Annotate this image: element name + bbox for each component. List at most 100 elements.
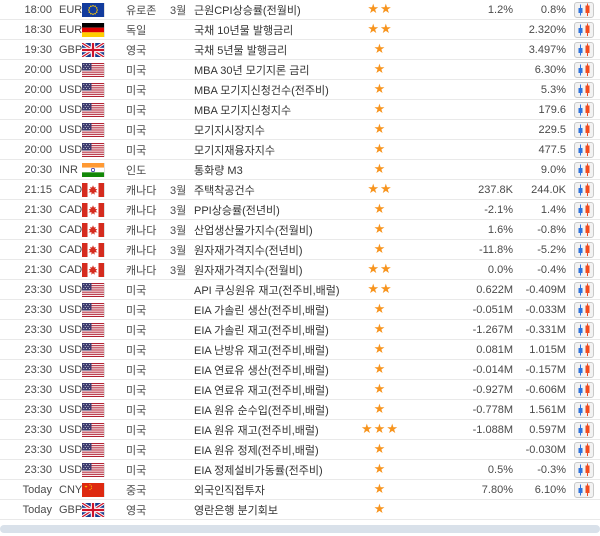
event-name[interactable]: EIA 가솔린 재고(전주비,배럴) (194, 324, 329, 337)
event-name[interactable]: EIA 정제설비가동률(전주비) (194, 464, 323, 477)
event-name[interactable]: 근원CPI상승률(전월비) (194, 4, 301, 17)
candlestick-chart-button[interactable] (574, 201, 594, 218)
currency-code: USD (59, 283, 82, 296)
value-right: 1.4% (540, 203, 566, 216)
candlestick-chart-button[interactable] (574, 281, 594, 298)
event-name[interactable]: 원자재가격지수(전월비) (194, 264, 303, 277)
flag-cell (82, 142, 124, 157)
ca-flag-icon (82, 202, 104, 217)
chart-cell (568, 121, 600, 138)
candlestick-chart-button[interactable] (574, 241, 594, 258)
country-name: 미국 (126, 464, 147, 477)
candlestick-chart-button[interactable] (574, 421, 594, 438)
candlestick-chart-button[interactable] (574, 401, 594, 418)
event-name[interactable]: MBA 30년 모기지론 금리 (194, 64, 310, 77)
candlestick-chart-button[interactable] (574, 81, 594, 98)
candlestick-chart-button[interactable] (574, 61, 594, 78)
event-name[interactable]: 영란은행 분기회보 (194, 504, 279, 517)
event-name[interactable]: 주택착공건수 (194, 184, 255, 197)
candlestick-chart-button[interactable] (574, 221, 594, 238)
ca-flag-icon (82, 242, 104, 257)
event-time: 20:00 (24, 103, 52, 116)
candlestick-chart-button[interactable] (574, 1, 594, 18)
event-name[interactable]: 모기지재융자지수 (194, 144, 275, 157)
value-right: -5.2% (537, 243, 566, 256)
event-name[interactable]: 외국인직접투자 (194, 484, 265, 497)
event-name[interactable]: 원자재가격지수(전년비) (194, 244, 303, 257)
value-right: 0.8% (540, 3, 566, 16)
chart-cell (568, 1, 600, 18)
chart-cell (568, 261, 600, 278)
event-name[interactable]: EIA 난방유 재고(전주비,배럴) (194, 344, 329, 357)
flag-cell (82, 502, 124, 517)
candlestick-chart-button[interactable] (574, 441, 594, 458)
chart-cell (568, 61, 600, 78)
horizontal-scrollbar-track[interactable] (0, 525, 600, 533)
candlestick-chart-button[interactable] (574, 181, 594, 198)
table-row: 23:30 USD 미국 EIA 연료유 생산(전주비,배럴) ★ -0.014M -0.1… (0, 360, 600, 380)
ca-flag-icon (82, 262, 104, 277)
candlestick-chart-button[interactable] (574, 161, 594, 178)
event-name[interactable]: 산업생산물가지수(전월비) (194, 224, 313, 237)
event-name[interactable]: API 쿠싱원유 재고(전주비,배럴) (194, 284, 340, 297)
event-time: 23:30 (24, 363, 52, 376)
currency-code: GBP (59, 503, 82, 516)
table-row: 20:00 USD 미국 모기지재융자지수 ★ 477.5 (0, 140, 600, 160)
cn-flag-icon (82, 482, 104, 497)
candlestick-chart-button[interactable] (574, 301, 594, 318)
chart-cell (568, 401, 600, 418)
currency-code: USD (59, 83, 82, 96)
event-name[interactable]: EIA 원유 순수입(전주비,배럴) (194, 404, 329, 417)
country-name: 캐나다 (126, 224, 157, 237)
event-time: 23:30 (24, 323, 52, 336)
country-name: 미국 (126, 64, 147, 77)
flag-cell (82, 322, 124, 337)
event-name[interactable]: EIA 연료유 생산(전주비,배럴) (194, 364, 329, 377)
candlestick-chart-button[interactable] (574, 461, 594, 478)
event-name[interactable]: EIA 연료유 재고(전주비,배럴) (194, 384, 329, 397)
event-name[interactable]: EIA 가솔린 생산(전주비,배럴) (194, 304, 329, 317)
country-name: 미국 (126, 324, 147, 337)
importance-stars: ★★★ (361, 422, 399, 436)
reference-month: 3월 (170, 4, 187, 17)
country-name: 유로존 (126, 4, 157, 17)
value-left: -0.051M (472, 303, 513, 316)
us-flag-icon (82, 122, 104, 137)
chart-cell (568, 461, 600, 478)
value-right: 179.6 (538, 103, 566, 116)
currency-code: CAD (59, 183, 82, 196)
value-right: -0.8% (537, 223, 566, 236)
candlestick-chart-button[interactable] (574, 381, 594, 398)
candlestick-chart-button[interactable] (574, 321, 594, 338)
candlestick-chart-button[interactable] (574, 361, 594, 378)
candlestick-chart-button[interactable] (574, 141, 594, 158)
candlestick-chart-button[interactable] (574, 261, 594, 278)
value-right: 244.0K (531, 183, 566, 196)
event-name[interactable]: 국채 10년물 발행금리 (194, 24, 294, 37)
table-row: 23:30 USD 미국 EIA 가솔린 생산(전주비,배럴) ★ -0.051M -0.0… (0, 300, 600, 320)
candlestick-chart-button[interactable] (574, 481, 594, 498)
candlestick-chart-button[interactable] (574, 121, 594, 138)
event-name[interactable]: PPI상승률(전년비) (194, 204, 280, 217)
us-flag-icon (82, 382, 104, 397)
table-row: 21:30 CAD 캐나다 3월 PPI상승률(전년비) ★ -2.1% 1.4% (0, 200, 600, 220)
event-name[interactable]: 통화량 M3 (194, 164, 243, 177)
country-name: 영국 (126, 44, 147, 57)
candlestick-chart-button[interactable] (574, 21, 594, 38)
event-name[interactable]: EIA 원유 정제(전주비,배럴) (194, 444, 319, 457)
event-name[interactable]: 모기지시장지수 (194, 124, 265, 137)
event-name[interactable]: 국채 5년물 발행금리 (194, 44, 288, 57)
event-time: 18:00 (24, 3, 52, 16)
candlestick-chart-button[interactable] (574, 341, 594, 358)
event-name[interactable]: MBA 모기지신청건수(전주비) (194, 84, 329, 97)
currency-code: USD (59, 403, 82, 416)
event-name[interactable]: EIA 원유 재고(전주비,배럴) (194, 424, 319, 437)
currency-code: USD (59, 123, 82, 136)
value-right: -0.157M (525, 363, 566, 376)
candlestick-chart-button[interactable] (574, 41, 594, 58)
event-time: 23:30 (24, 343, 52, 356)
candlestick-chart-button[interactable] (574, 101, 594, 118)
table-row: 20:00 USD 미국 MBA 30년 모기지론 금리 ★ 6.30% (0, 60, 600, 80)
importance-stars: ★ (373, 362, 387, 376)
event-name[interactable]: MBA 모기지신청지수 (194, 104, 292, 117)
